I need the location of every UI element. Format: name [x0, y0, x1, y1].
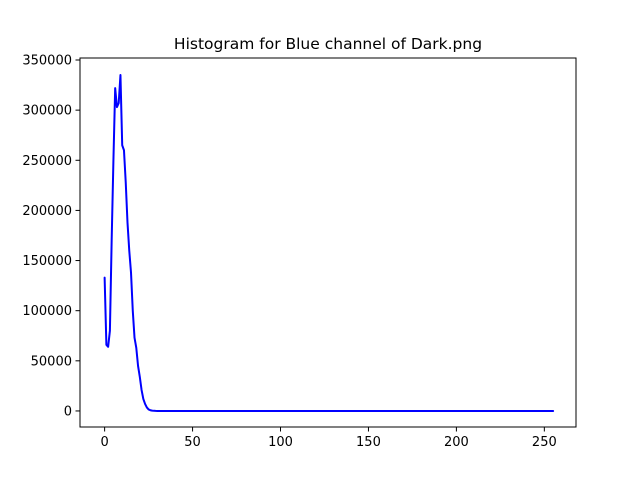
y-tick-label: 250000 [22, 154, 72, 169]
y-tick-label: 100000 [22, 304, 72, 319]
x-tick-label: 250 [532, 435, 557, 450]
y-tick-label: 300000 [22, 104, 72, 119]
axes-frame [79, 57, 577, 428]
x-tick-label: 0 [100, 435, 108, 450]
x-tick-label: 200 [444, 435, 469, 450]
plot-layer: 0 50 100 150 200 250 0 50000 100000 150000 200000 2… [22, 54, 577, 450]
chart-title: Histogram for Blue channel of Dark.png [174, 35, 482, 53]
x-tick-label: 100 [268, 435, 293, 450]
y-tick-label: 150000 [22, 254, 72, 269]
x-tick-label: 50 [184, 435, 201, 450]
y-tick-label: 0 [64, 404, 72, 419]
y-tick-label: 50000 [31, 354, 72, 369]
y-tick-label: 200000 [22, 204, 72, 219]
x-tick-label: 150 [356, 435, 381, 450]
series-line-0 [103, 74, 555, 412]
y-tick-label: 350000 [22, 54, 72, 69]
